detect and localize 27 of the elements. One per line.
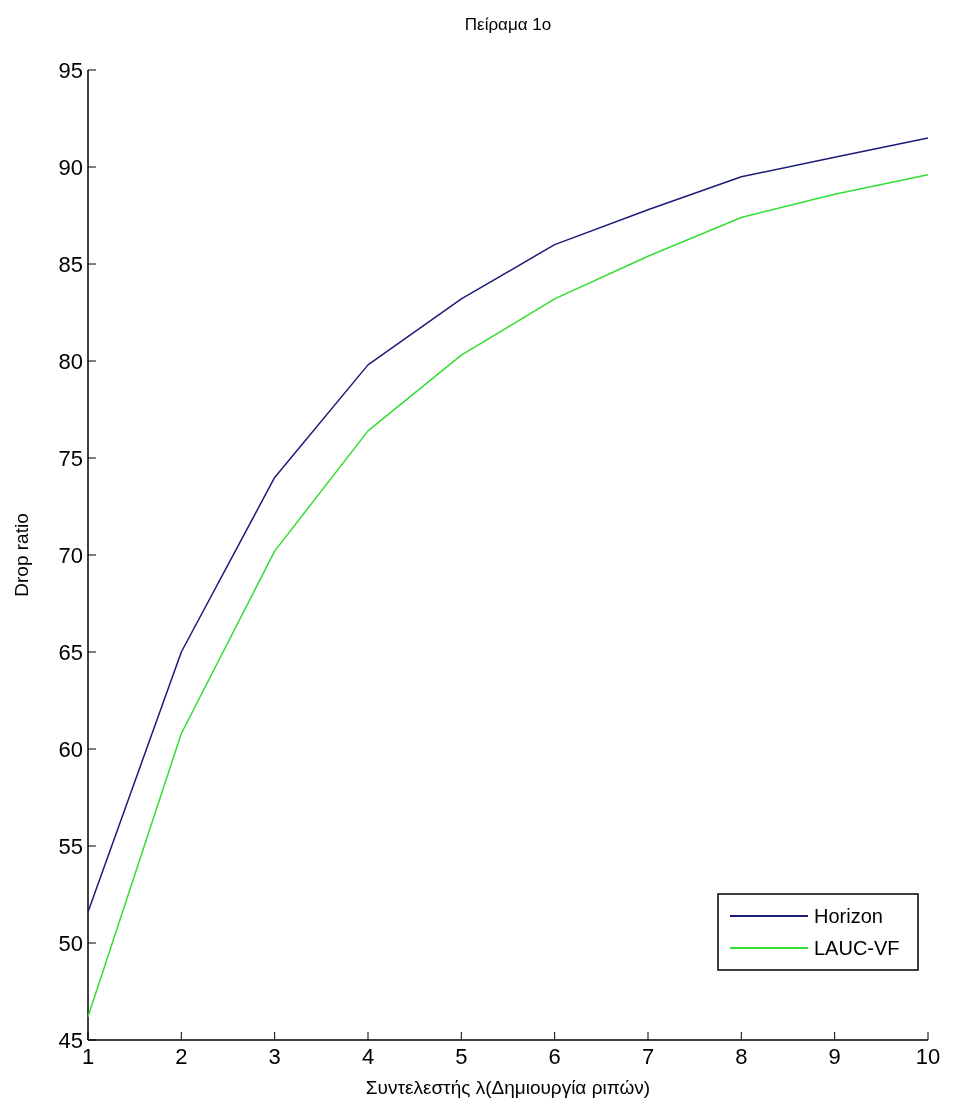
y-tick-label: 60 (58, 736, 83, 762)
x-tick-label: 9 (828, 1044, 841, 1069)
x-tick-label: 10 (915, 1044, 941, 1069)
y-tick-label: 70 (58, 542, 83, 568)
x-tick-label: 6 (548, 1044, 561, 1069)
x-tick-label: 8 (735, 1044, 748, 1069)
y-tick-label: 50 (58, 930, 83, 956)
y-tick-label: 80 (58, 348, 83, 374)
y-tick-label: 95 (58, 57, 83, 83)
y-tick-label: 45 (58, 1027, 83, 1053)
x-tick-label: 7 (641, 1044, 655, 1069)
x-tick-label: 1 (81, 1044, 95, 1069)
y-tick-label: 85 (58, 251, 83, 277)
x-tick-label: 3 (268, 1044, 281, 1069)
legend-label: LAUC-VF (814, 937, 900, 959)
y-tick-label: 65 (58, 639, 83, 665)
x-axis-title: Συντελεστής λ(Δημιουργία ριπών) (365, 1077, 651, 1098)
y-tick-label: 90 (58, 154, 83, 180)
chart-title: Πείραμα 1ο (464, 15, 552, 34)
x-tick-label: 4 (361, 1044, 375, 1069)
line-series (87, 174, 929, 1018)
y-tick-label: 75 (58, 445, 83, 471)
legend-label: Horizon (814, 905, 883, 927)
y-tick-label: 55 (58, 833, 83, 859)
y-axis-title: Drop ratio (11, 513, 32, 597)
x-tick-label: 5 (455, 1044, 468, 1069)
x-tick-label: 2 (175, 1044, 188, 1069)
